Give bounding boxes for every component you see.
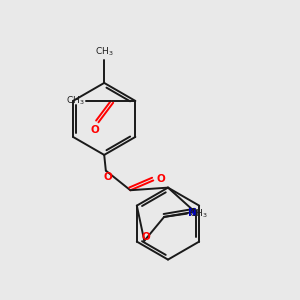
Text: N: N [188,208,197,218]
Text: O: O [142,232,150,242]
Text: O: O [90,125,99,136]
Text: O: O [103,172,112,182]
Text: CH$_3$: CH$_3$ [95,46,113,58]
Text: CH$_3$: CH$_3$ [189,207,207,220]
Text: O: O [157,174,165,184]
Text: CH$_3$: CH$_3$ [66,95,85,107]
